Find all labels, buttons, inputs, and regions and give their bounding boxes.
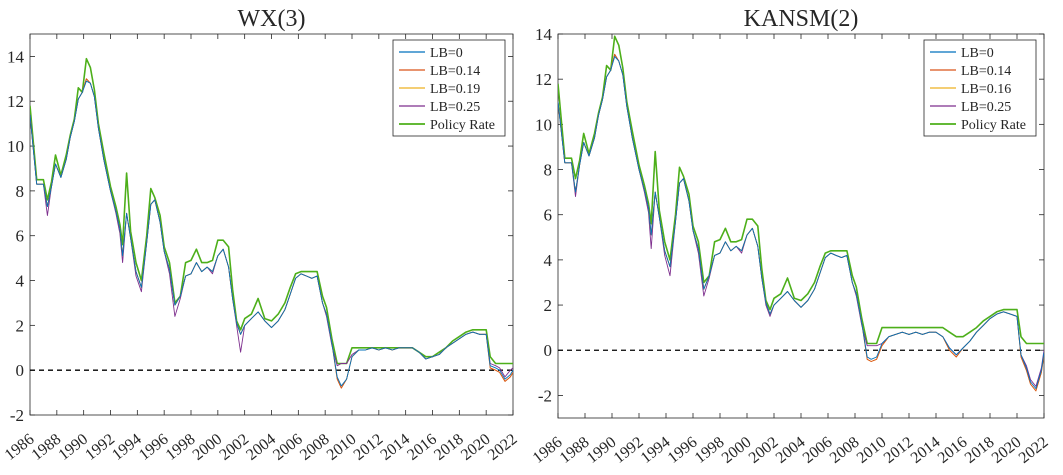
chart-title: WX(3)	[238, 6, 306, 32]
legend-label: LB=0.16	[961, 82, 1011, 97]
y-tick-label: -2	[10, 406, 24, 425]
chart-title: KANSM(2)	[744, 6, 859, 32]
legend-label: LB=0	[961, 46, 994, 61]
y-tick-label: -2	[538, 386, 552, 405]
y-tick-label: 14	[535, 25, 553, 44]
chart-panel-1: WX(3)-2024681012141986198819901992199419…	[2, 6, 521, 464]
y-tick-label: 8	[16, 182, 25, 201]
y-tick-label: 12	[535, 70, 552, 89]
x-tick-label: 2022	[485, 431, 521, 464]
y-tick-label: 10	[7, 137, 24, 156]
legend-label: LB=0	[430, 46, 463, 61]
legend-label: LB=0.25	[430, 100, 480, 115]
y-tick-label: 10	[535, 115, 552, 134]
y-tick-label: 2	[16, 316, 25, 335]
legend-label: LB=0.25	[961, 100, 1011, 115]
y-tick-label: 14	[7, 47, 25, 66]
legend-label: LB=0.14	[961, 64, 1011, 79]
series-line-lb-0	[558, 56, 1044, 390]
chart-panel-2: KANSM(2)-2024681012141986198819901992199…	[530, 6, 1052, 467]
y-tick-label: 0	[544, 341, 553, 360]
legend-label: LB=0.19	[430, 82, 480, 97]
y-tick-label: 4	[16, 272, 25, 291]
series-line-lb-0	[30, 80, 513, 387]
y-tick-label: 6	[16, 227, 25, 246]
y-tick-label: 0	[16, 361, 25, 380]
series-line-policy-rate	[558, 35, 1044, 345]
x-tick-label: 2022	[1016, 434, 1052, 467]
y-tick-label: 6	[544, 206, 553, 225]
y-tick-label: 4	[544, 251, 553, 270]
y-tick-label: 2	[544, 296, 553, 315]
legend-label: LB=0.14	[430, 64, 480, 79]
y-tick-label: 8	[544, 161, 553, 180]
legend-label: Policy Rate	[961, 118, 1026, 133]
legend-label: Policy Rate	[430, 118, 495, 133]
y-tick-label: 12	[7, 92, 24, 111]
series-line-policy-rate	[30, 57, 513, 365]
